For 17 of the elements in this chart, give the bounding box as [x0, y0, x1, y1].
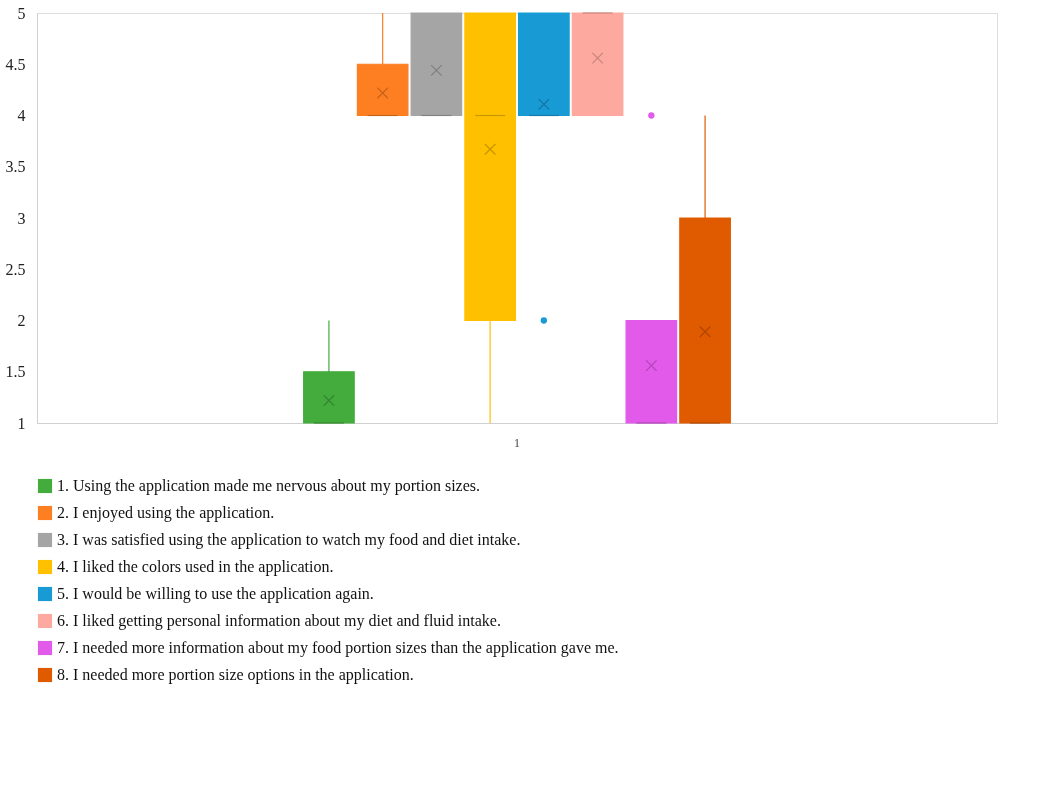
y-tick-label: 4.5 — [5, 55, 26, 73]
legend-label: 4. I liked the colors used in the application. — [57, 558, 334, 576]
legend-label: 8. I needed more portion size options in the application. — [57, 666, 414, 684]
y-tick-label: 5 — [17, 4, 26, 22]
legend-label: 1. Using the application made me nervous about my portion sizes. — [57, 477, 481, 495]
y-tick-label: 1 — [17, 414, 26, 432]
legend-label: 6. I liked getting personal information about my diet and fluid intake. — [57, 612, 501, 630]
legend-label: 7. I needed more information about my food portion sizes than the application gave me. — [57, 639, 619, 657]
y-tick-label: 4 — [17, 107, 26, 124]
y-tick-label: 2.5 — [5, 260, 26, 278]
legend-label: 3. I was satisfied using the application to watch my food and diet intake. — [57, 531, 521, 549]
y-tick-label: 1.5 — [5, 363, 26, 381]
legend-label: 2. I enjoyed using the application. — [57, 504, 275, 522]
y-tick-label: 2 — [17, 312, 26, 329]
y-tick-label: 3 — [17, 209, 26, 227]
legend-label: 5. I would be willing to use the application again. — [57, 585, 374, 603]
y-tick-label: 3.5 — [5, 158, 26, 176]
